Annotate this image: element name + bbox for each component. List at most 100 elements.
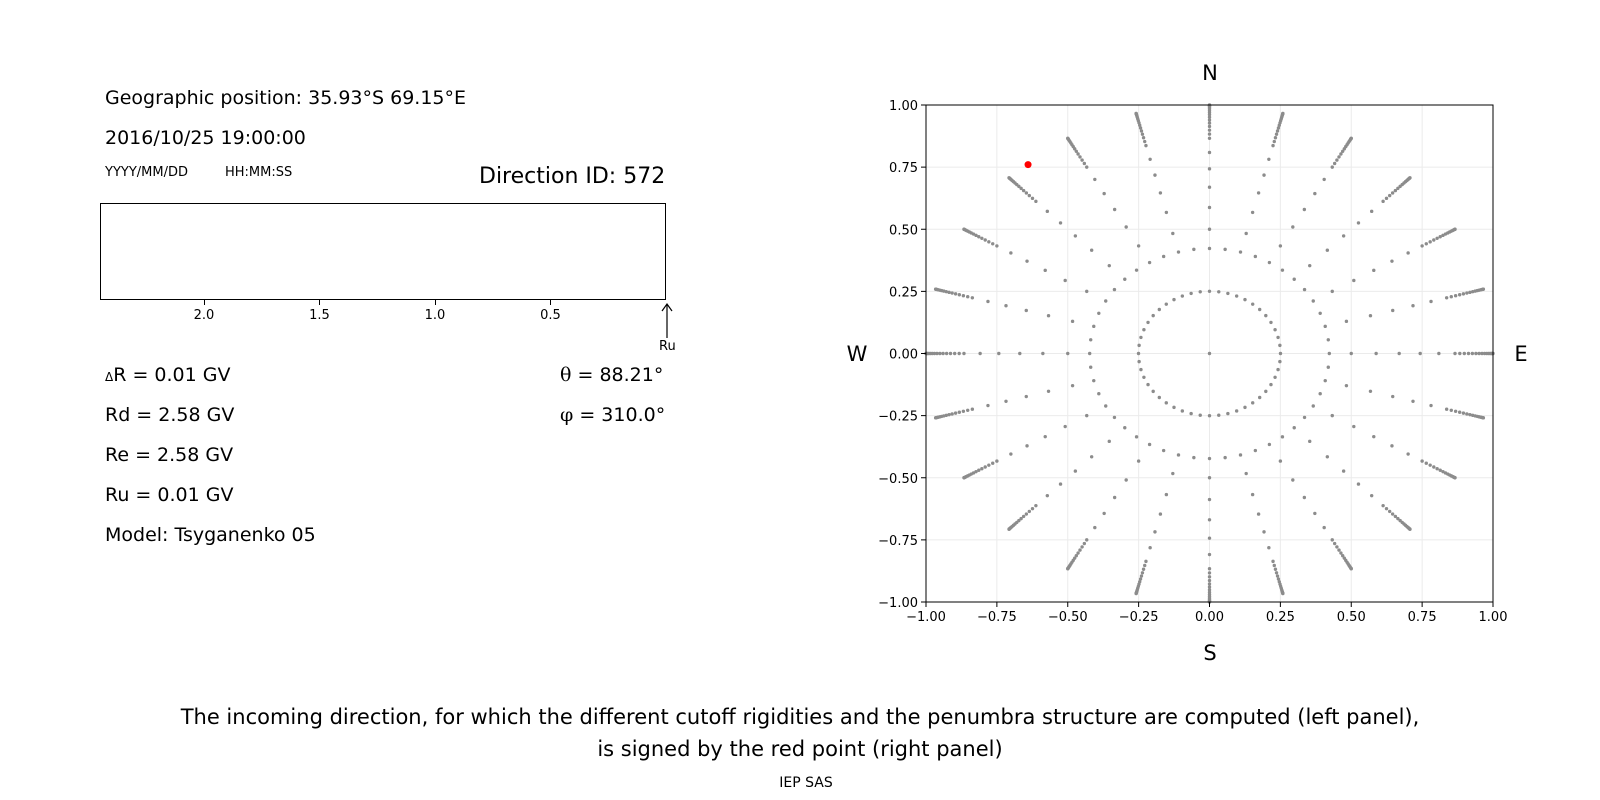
direction-point (1368, 389, 1373, 393)
direction-point (986, 299, 990, 304)
direction-point (1148, 157, 1152, 162)
direction-point (1238, 250, 1243, 254)
direction-point (1034, 199, 1038, 204)
direction-point (1141, 136, 1146, 140)
direction-point (1369, 493, 1374, 498)
x-tick-label: 1.00 (1479, 610, 1508, 625)
x-tick-label: −0.75 (977, 610, 1017, 625)
direction-point (1093, 525, 1097, 530)
direction-point (1438, 468, 1442, 472)
direction-point (1308, 439, 1312, 444)
direction-point (1457, 293, 1462, 297)
direction-point (1369, 209, 1374, 214)
direction-point (1273, 327, 1277, 332)
x-tick-label: 0.50 (1337, 610, 1366, 625)
direction-point (1396, 186, 1400, 191)
direction-point (1381, 199, 1385, 204)
direction-point (966, 408, 970, 412)
direction-point (1058, 221, 1063, 225)
direction-point (1468, 290, 1472, 295)
penumbra-tick-label: 1.5 (309, 308, 330, 323)
direction-point (1393, 188, 1398, 193)
direction-point (1429, 299, 1433, 304)
direction-point (1291, 478, 1295, 482)
direction-point (1234, 409, 1239, 413)
direction-point (1330, 538, 1334, 542)
direction-point (1323, 324, 1327, 329)
direction-point (1137, 343, 1141, 348)
direction-point (1124, 225, 1128, 229)
direction-point (1390, 512, 1395, 516)
datetime: 2016/10/25 19:00:00 (105, 127, 306, 149)
direction-point (1097, 311, 1101, 316)
direction-point (1153, 530, 1157, 534)
direction-point (1470, 351, 1475, 356)
direction-point (1223, 455, 1227, 460)
direction-point (1171, 471, 1175, 476)
direction-point (1428, 240, 1432, 244)
direction-point (1007, 527, 1011, 531)
direction-point (1384, 196, 1389, 201)
direction-point (1313, 191, 1317, 196)
direction-point (1009, 452, 1013, 456)
direction-point (1143, 139, 1147, 144)
direction-point (1302, 207, 1307, 212)
direction-point (953, 411, 958, 415)
direction-point (933, 287, 938, 291)
direction-point (1281, 111, 1285, 116)
direction-point (1465, 412, 1469, 416)
direction-point (1030, 196, 1035, 201)
direction-point (1207, 588, 1212, 592)
theta-symbol: θ (560, 364, 572, 386)
direction-point (1087, 351, 1092, 356)
direction-point (1102, 511, 1106, 516)
direction-point (1104, 404, 1108, 408)
direction-point (1089, 365, 1093, 369)
direction-point (941, 351, 945, 356)
direction-point (1244, 471, 1248, 476)
direction-point (1424, 242, 1428, 246)
direction-point (1172, 405, 1176, 410)
direction-point (1267, 545, 1271, 550)
direction-point (1076, 551, 1080, 555)
direction-point (1275, 129, 1280, 133)
direction-point (1207, 115, 1212, 119)
direction-point (1136, 351, 1141, 356)
direction-point (962, 476, 966, 480)
direction-point (1274, 571, 1279, 575)
direction-point (1207, 185, 1212, 189)
direction-point (1318, 391, 1322, 396)
direction-point (1164, 492, 1169, 497)
penumbra-tick-mark (550, 300, 552, 305)
direction-point (983, 238, 987, 242)
direction-point (980, 236, 984, 240)
direction-point (1276, 367, 1280, 372)
geographic-position: Geographic position: 35.93°S 69.15°E (105, 87, 467, 109)
direction-point (1326, 338, 1330, 342)
selected-direction (1024, 161, 1032, 169)
direction-point (1207, 289, 1212, 293)
direction-point (1327, 351, 1332, 356)
time-format-label: HH:MM:SS (225, 165, 293, 180)
direction-point (1257, 307, 1262, 312)
direction-point (1453, 409, 1458, 414)
direction-point (1313, 511, 1317, 516)
direction-point (1335, 158, 1339, 162)
direction-point (1089, 338, 1093, 342)
direction-point (1112, 207, 1117, 212)
direction-point (1157, 395, 1162, 400)
direction-point (1136, 459, 1141, 463)
direction-point (1411, 304, 1415, 308)
direction-point (1085, 289, 1089, 294)
direction-point (1462, 351, 1467, 356)
direction-point (1465, 291, 1469, 295)
direction-point (1146, 382, 1150, 387)
direction-point (1207, 476, 1212, 480)
direction-point (1021, 514, 1026, 519)
direction-point (1207, 518, 1212, 522)
direction-point (1278, 244, 1283, 248)
direction-point (1267, 442, 1272, 447)
direction-point (1207, 497, 1212, 502)
direction-point (1352, 424, 1356, 429)
